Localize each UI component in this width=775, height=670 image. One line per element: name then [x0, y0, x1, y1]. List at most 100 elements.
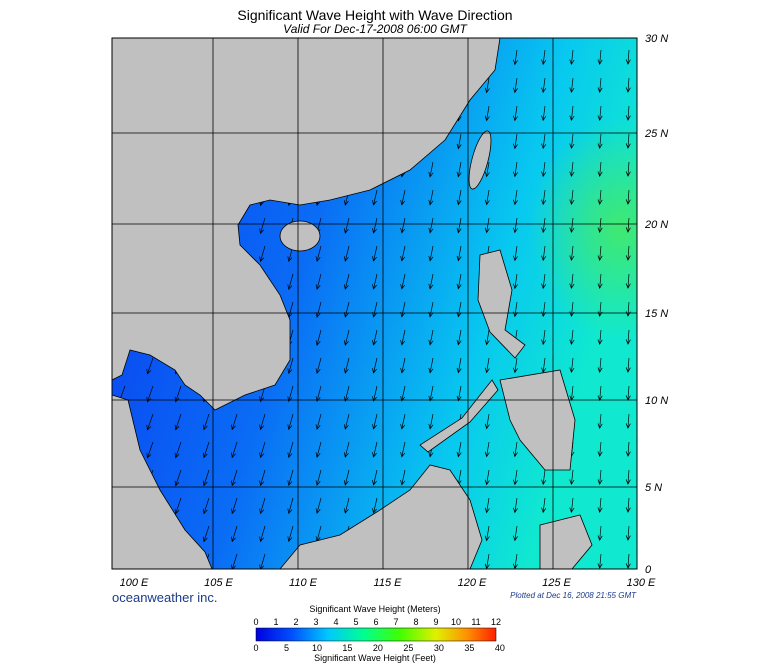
arrow — [597, 553, 603, 569]
arrow — [343, 441, 350, 458]
arrow — [484, 497, 490, 514]
arrow — [597, 245, 603, 261]
arrow — [541, 357, 547, 374]
map-frame — [111, 37, 638, 570]
meters-tick: 5 — [353, 617, 358, 627]
arrow — [456, 329, 462, 346]
arrow — [372, 385, 378, 402]
arrow — [287, 413, 294, 431]
arrow — [625, 77, 631, 93]
lat-label: 15 N — [645, 308, 668, 320]
legend-meters-title: Significant Wave Height (Meters) — [309, 604, 440, 614]
arrow — [231, 413, 238, 431]
arrow — [315, 413, 322, 430]
arrow — [456, 217, 462, 234]
feet-tick: 30 — [434, 643, 444, 653]
arrow — [315, 441, 322, 458]
arrow — [372, 469, 378, 486]
arrow — [484, 469, 490, 486]
lon-label: 100 E — [120, 577, 149, 589]
arrow — [625, 273, 631, 289]
meters-tick: 1 — [273, 617, 278, 627]
lon-label: 105 E — [204, 577, 233, 589]
arrow — [513, 189, 518, 206]
arrow — [597, 329, 603, 345]
arrow — [541, 217, 547, 234]
arrow — [569, 161, 575, 178]
arrow — [428, 217, 434, 234]
meters-tick: 8 — [413, 617, 418, 627]
arrow — [372, 189, 378, 206]
arrow — [428, 413, 434, 430]
plotted-time: Plotted at Dec 16, 2008 21:55 GMT — [510, 591, 637, 600]
arrow — [372, 273, 378, 290]
arrow — [625, 497, 631, 513]
meters-tick: 9 — [433, 617, 438, 627]
arrow — [343, 385, 350, 402]
graticule — [112, 38, 637, 569]
arrow — [541, 189, 547, 206]
arrow — [174, 497, 182, 515]
arrow — [484, 413, 490, 430]
arrow — [343, 497, 350, 514]
lat-labels: 30 N 25 N 20 N 15 N 10 N 5 N 0 — [644, 33, 668, 576]
arrow — [231, 469, 238, 487]
arrow — [484, 77, 490, 94]
arrow — [625, 441, 631, 457]
lon-label: 120 E — [458, 577, 487, 589]
arrow — [456, 161, 462, 178]
arrow — [400, 245, 406, 262]
feet-tick: 35 — [464, 643, 474, 653]
meters-tick: 10 — [451, 617, 461, 627]
arrow — [569, 329, 575, 346]
arrow — [428, 273, 434, 290]
arrow — [513, 161, 518, 178]
arrow — [541, 49, 547, 66]
high-wave-area — [530, 120, 637, 340]
arrow — [625, 357, 631, 373]
arrow — [625, 553, 631, 569]
arrow — [597, 357, 603, 373]
lat-label: 5 N — [645, 482, 662, 494]
arrow — [597, 441, 603, 457]
arrow — [400, 329, 406, 346]
arrow — [287, 469, 294, 487]
arrow — [146, 413, 154, 431]
feet-tick: 15 — [342, 643, 352, 653]
arrow — [541, 161, 547, 178]
arrow — [513, 49, 518, 66]
arrow — [259, 413, 266, 431]
arrow — [456, 245, 462, 262]
arrow — [315, 469, 322, 486]
arrow — [625, 413, 631, 429]
feet-tick: 40 — [495, 643, 505, 653]
arrow — [484, 105, 490, 122]
arrow — [456, 301, 462, 318]
arrow — [202, 469, 210, 487]
arrow — [625, 161, 631, 177]
arrow — [174, 441, 182, 459]
arrow — [597, 77, 603, 93]
arrow — [174, 413, 182, 431]
arrow — [513, 553, 518, 569]
legend-ticks: 0 1 2 3 4 5 6 7 8 9 10 11 120 5 10 15 20 25 30 35 40 — [253, 617, 504, 653]
arrow — [625, 245, 631, 261]
arrow — [513, 105, 518, 122]
arrow — [569, 49, 575, 66]
arrow — [315, 329, 322, 346]
arrow — [400, 357, 406, 374]
arrow — [343, 217, 350, 234]
arrow — [202, 497, 210, 515]
arrow — [569, 77, 575, 94]
feet-tick: 0 — [253, 643, 258, 653]
arrow — [400, 413, 406, 430]
arrow — [174, 469, 182, 487]
arrow — [513, 217, 518, 234]
arrow — [569, 217, 575, 234]
arrow — [315, 497, 322, 514]
arrow — [541, 497, 547, 514]
arrow — [625, 329, 631, 345]
arrow — [315, 301, 322, 318]
arrow — [625, 49, 631, 65]
